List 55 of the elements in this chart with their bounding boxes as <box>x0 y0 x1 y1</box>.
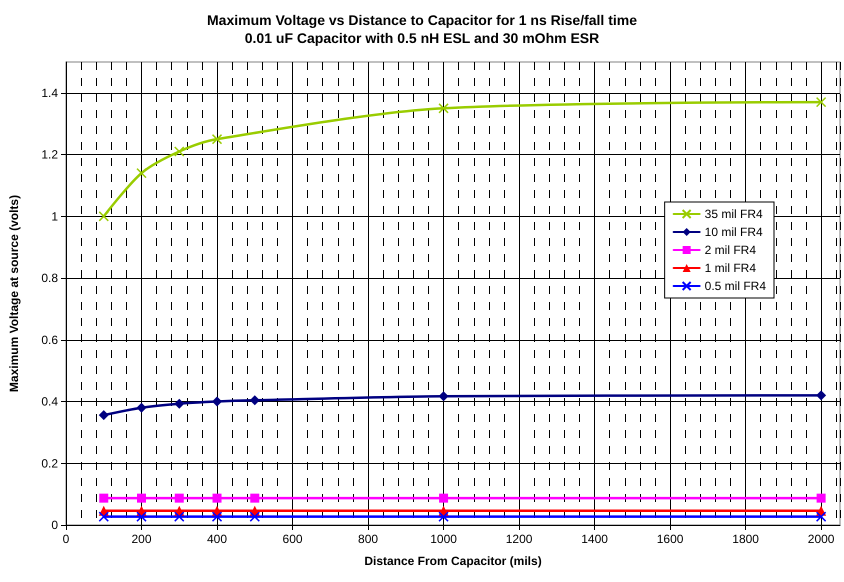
point <box>174 494 184 503</box>
point <box>136 511 147 522</box>
y-tick-label: 0.8 <box>41 271 58 286</box>
point <box>174 398 184 409</box>
y-tick-label: 1.2 <box>41 148 58 162</box>
point <box>438 391 449 402</box>
legend-label: 2 mil FR4 <box>704 243 756 257</box>
y-tick-label: 1.4 <box>41 86 58 100</box>
x-tick-label: 1600 <box>656 532 684 546</box>
point <box>174 146 185 157</box>
point <box>99 494 108 503</box>
point <box>438 511 449 522</box>
y-tick-label: 0.6 <box>41 332 58 347</box>
x-tick-label: 800 <box>358 532 378 546</box>
legend-label: 10 mil FR4 <box>704 225 763 239</box>
x-tick-label: 0 <box>62 532 70 546</box>
point <box>816 390 826 400</box>
y-tick-label: 0.4 <box>41 394 58 409</box>
point <box>250 494 260 503</box>
x-tick-label: 1200 <box>506 532 533 546</box>
x-tick-label: 1000 <box>430 532 458 546</box>
y-tick-label: 0 <box>51 518 58 532</box>
point <box>98 211 110 222</box>
point <box>137 494 146 503</box>
chart-subtitle: 0.01 uF Capacitor with 0.5 nH ESL and 30 mOhm ESR <box>244 30 600 46</box>
point <box>212 396 222 407</box>
legend-label: 0.5 mil FR4 <box>704 279 766 293</box>
point <box>250 511 260 522</box>
y-axis-title: Maximum Voltage at source (volts) <box>7 194 21 392</box>
y-tick-label: 0.2 <box>41 456 58 470</box>
x-tick-label: 400 <box>207 532 228 546</box>
point <box>438 103 449 114</box>
legend-label: 35 mil FR4 <box>704 207 763 221</box>
legend-label: 1 mil FR4 <box>704 261 756 275</box>
x-tick-label: 1800 <box>732 532 760 546</box>
point <box>816 96 826 108</box>
point <box>136 168 147 178</box>
x-tick-label: 200 <box>131 532 152 546</box>
point <box>212 134 222 144</box>
point <box>439 494 448 503</box>
y-tick-label: 1 <box>51 209 58 224</box>
point <box>212 494 222 503</box>
point <box>136 402 147 413</box>
x-tick-label: 600 <box>282 532 303 546</box>
point <box>816 494 826 503</box>
point <box>98 410 109 420</box>
point <box>174 511 185 522</box>
point <box>250 395 260 406</box>
point <box>212 511 222 522</box>
x-tick-label: 1400 <box>581 532 608 546</box>
x-axis-title: Distance From Capacitor (mils) <box>364 554 542 568</box>
point <box>98 511 110 522</box>
x-tick-label: 2000 <box>808 532 835 546</box>
chart-title: Maximum Voltage vs Distance to Capacitor for 1 ns Rise/fall time <box>207 12 638 28</box>
point <box>816 511 826 522</box>
